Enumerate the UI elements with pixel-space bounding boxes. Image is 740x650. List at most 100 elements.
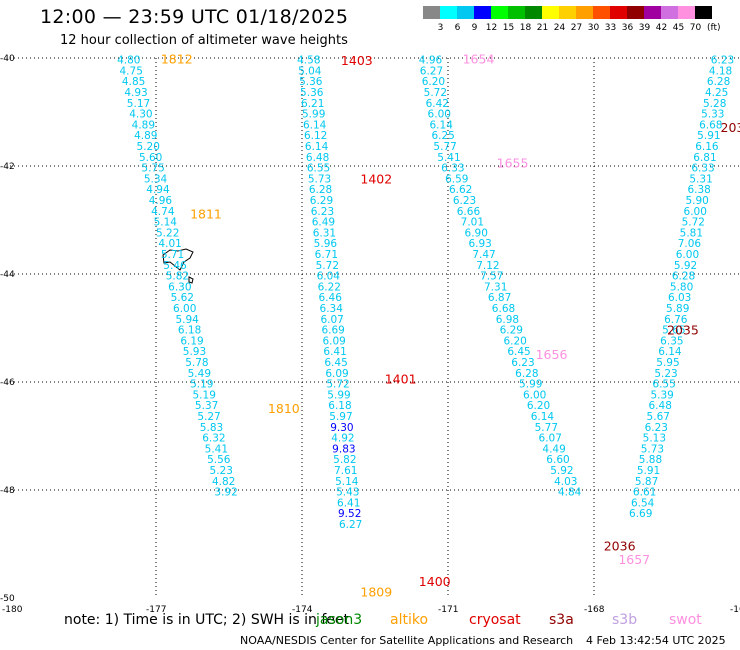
swh-value: 6.30 — [168, 281, 191, 293]
swh-value: 6.07 — [320, 314, 343, 326]
legend-tick-label: 15 — [502, 23, 515, 33]
pass-label: 1401 — [385, 371, 417, 386]
swh-value: 5.31 — [689, 173, 712, 185]
swh-value: 5.28 — [703, 98, 726, 110]
swh-value: 5.77 — [535, 422, 558, 434]
swh-value: 5.88 — [639, 454, 662, 466]
swh-value: 6.14 — [531, 411, 555, 423]
lat-tick-label: -46 — [0, 378, 15, 388]
swh-value: 4.03 — [554, 476, 577, 488]
swh-value: 6.27 — [339, 519, 362, 531]
swh-value: 6.20 — [527, 400, 550, 412]
swh-value: 6.14 — [305, 141, 329, 153]
swh-value: 5.23 — [654, 368, 677, 380]
swh-value: 3.92 — [214, 487, 237, 499]
swh-value: 5.90 — [685, 195, 708, 207]
legend-tick-label: 30 — [587, 23, 600, 33]
legend-tick-label: 42 — [655, 23, 668, 33]
legend-tick-label: 12 — [485, 23, 498, 33]
axis-ticks: -180 -177 -174 -171 -168 -16 -40 -42 -44 -46 -48 -5… — [0, 54, 740, 615]
lon-tick-label: -177 — [146, 605, 166, 615]
swh-value: 7.47 — [472, 249, 495, 261]
swh-value: 9.83 — [332, 443, 355, 455]
swh-value: 5.39 — [650, 389, 673, 401]
swh-value: 6.09 — [325, 368, 348, 380]
swh-value: 7.12 — [476, 260, 499, 272]
swh-value: 5.92 — [674, 260, 697, 272]
swh-value: 7.06 — [678, 238, 702, 250]
swh-value: 6.29 — [310, 195, 333, 207]
legend-swatch — [610, 6, 627, 19]
swh-value: 7.57 — [480, 271, 503, 283]
swh-value: 6.28 — [672, 271, 695, 283]
swh-value: 5.91 — [697, 130, 720, 142]
swh-value: 6.49 — [312, 217, 335, 229]
swh-value: 6.42 — [426, 98, 449, 110]
lon-tick-label: -171 — [438, 605, 458, 615]
swh-value: 5.87 — [635, 476, 658, 488]
swh-value: 6.76 — [664, 314, 688, 326]
swh-value: 4.01 — [158, 238, 181, 250]
legend-tick-label: 24 — [553, 23, 566, 33]
satellite-label: s3b — [612, 612, 638, 628]
swh-value: 5.36 — [299, 76, 323, 88]
swh-value: 6.46 — [319, 292, 343, 304]
swh-value: 5.23 — [210, 465, 233, 477]
swh-value: 5.14 — [335, 476, 359, 488]
swh-value: 6.03 — [668, 292, 691, 304]
swh-value: 5.72 — [326, 379, 349, 391]
swh-value: 6.22 — [318, 281, 341, 293]
pass-label: 1812 — [161, 52, 193, 67]
swh-value: 6.35 — [660, 335, 683, 347]
legend-tick-label: 39 — [638, 23, 651, 33]
swh-value: 6.60 — [546, 454, 569, 466]
swh-value: 5.94 — [175, 314, 199, 326]
lon-tick-label: -168 — [584, 605, 605, 615]
swh-value: 5.80 — [670, 281, 693, 293]
pass-label: 1811 — [190, 207, 222, 222]
swh-value: 5.60 — [139, 152, 162, 164]
swh-value: 6.45 — [507, 346, 530, 358]
swh-value: 5.75 — [141, 163, 164, 175]
swh-value: 6.69 — [321, 325, 344, 337]
swh-value: 6.18 — [328, 400, 351, 412]
swh-value: 5.92 — [550, 465, 573, 477]
swh-value: 6.00 — [676, 249, 699, 261]
pass-label: 2036 — [604, 539, 636, 554]
generated-timestamp: 4 Feb 13:42:54 UTC 2025 — [586, 634, 726, 647]
lat-tick-label: -48 — [0, 486, 15, 496]
swh-value: 5.36 — [300, 87, 324, 99]
swh-value: 4.30 — [129, 109, 152, 121]
pass-label: 1654 — [463, 52, 495, 67]
lon-tick-label: -180 — [2, 605, 23, 615]
swh-value: 6.68 — [699, 119, 722, 131]
swh-value: 6.12 — [304, 130, 327, 142]
swh-value: 5.99 — [519, 379, 542, 391]
swh-value: 6.00 — [173, 303, 196, 315]
land-outline — [162, 248, 194, 284]
swh-value: 5.65 — [662, 325, 685, 337]
swh-value: 5.43 — [336, 487, 359, 499]
swh-value: 6.55 — [652, 379, 675, 391]
page-title: 12:00 — 23:59 UTC 01/18/2025 — [40, 6, 349, 28]
swh-value: 6.27 — [420, 65, 443, 77]
legend-swatch — [695, 6, 712, 19]
swh-value: 5.71 — [161, 249, 184, 261]
swh-value: 6.71 — [315, 249, 338, 261]
legend-swatch — [627, 6, 644, 19]
swh-value: 6.29 — [500, 325, 523, 337]
swh-value: 5.34 — [144, 173, 168, 185]
legend-swatch — [491, 6, 508, 19]
swh-value: 4.96 — [419, 55, 443, 67]
legend-tick-label: 18 — [519, 23, 532, 33]
swh-value: 6.32 — [202, 433, 225, 445]
swh-value: 6.34 — [320, 303, 344, 315]
swh-value: 5.83 — [200, 422, 223, 434]
swh-value: 6.00 — [684, 206, 707, 218]
swh-value: 6.55 — [307, 163, 330, 175]
swh-value: 4.74 — [151, 206, 175, 218]
swh-value: 6.23 — [645, 422, 668, 434]
pitt-island-outline — [188, 276, 194, 284]
swh-value: 6.23 — [711, 55, 734, 67]
swh-value: 6.19 — [180, 335, 203, 347]
